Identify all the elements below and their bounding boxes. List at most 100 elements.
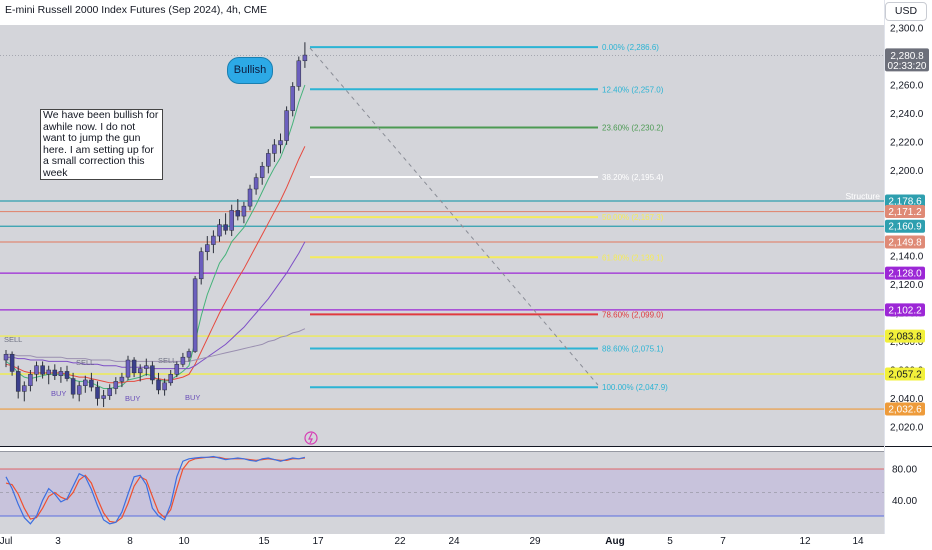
candle[interactable] — [235, 199, 241, 221]
candle-body — [198, 251, 204, 280]
candle[interactable] — [144, 358, 149, 376]
candle[interactable] — [150, 361, 155, 385]
candle-body — [278, 140, 283, 146]
candle-body — [296, 60, 302, 87]
fib-label: 0.00% (2,286.6) — [602, 43, 659, 52]
candle[interactable] — [186, 348, 192, 362]
level-tag-label: 2,102.2 — [888, 305, 922, 316]
candle[interactable] — [137, 364, 143, 382]
candle[interactable] — [211, 230, 216, 254]
candle[interactable] — [101, 389, 106, 408]
candle-body — [137, 368, 143, 374]
level-tag — [885, 205, 925, 219]
oscillator-tick-label: 80.00 — [892, 465, 917, 476]
time-tick-label: 10 — [178, 536, 190, 547]
candle-body — [272, 144, 277, 154]
candle[interactable] — [107, 384, 112, 400]
level-tag — [885, 219, 925, 233]
candle[interactable] — [162, 378, 167, 396]
candle-body — [125, 359, 131, 378]
level-tag-label: 2,178.6 — [888, 196, 922, 207]
time-tick-label: 7 — [720, 536, 726, 547]
candle[interactable] — [28, 370, 33, 392]
candle[interactable] — [253, 173, 259, 195]
candle[interactable] — [290, 82, 295, 117]
fib-trend-line[interactable] — [309, 47, 599, 386]
level-tag — [885, 329, 925, 343]
candle[interactable] — [198, 247, 204, 285]
candle[interactable] — [64, 365, 70, 382]
candle[interactable] — [223, 213, 228, 235]
time-tick-label: Jul — [0, 536, 12, 547]
candle-body — [156, 379, 161, 391]
candle[interactable] — [52, 364, 58, 380]
candle[interactable] — [58, 367, 64, 383]
candle-body — [40, 365, 45, 375]
signal-label-sell: SELL — [76, 358, 94, 367]
candle[interactable] — [241, 201, 247, 224]
price-tick-label: 2,040.0 — [890, 394, 924, 405]
candle[interactable] — [192, 275, 198, 353]
candle[interactable] — [119, 372, 125, 388]
candle[interactable] — [259, 161, 265, 185]
candle[interactable] — [168, 370, 173, 386]
candle[interactable] — [15, 365, 21, 399]
candle-body — [64, 371, 70, 379]
candle[interactable] — [174, 361, 180, 378]
fib-label: 38.20% (2,195.4) — [602, 173, 664, 182]
candle[interactable] — [296, 56, 302, 91]
candle-body — [9, 354, 15, 372]
signal-label-sell: SELL — [4, 335, 22, 344]
signal-label-buy: BUY — [125, 394, 140, 403]
candle[interactable] — [247, 184, 253, 211]
level-tag-label: 2,032.6 — [888, 405, 922, 416]
candle[interactable] — [131, 357, 137, 378]
oscillator-d-line[interactable] — [5, 456, 305, 523]
candle[interactable] — [156, 372, 161, 395]
candle[interactable] — [46, 365, 51, 385]
candle-body — [101, 395, 106, 399]
time-tick-label: 17 — [312, 536, 324, 547]
candle[interactable] — [205, 236, 210, 261]
candle[interactable] — [83, 375, 88, 393]
price-pane[interactable] — [0, 25, 884, 446]
candle[interactable] — [272, 139, 277, 162]
level-tag — [885, 303, 925, 317]
candle[interactable] — [217, 218, 222, 242]
candle[interactable] — [302, 42, 308, 68]
candle[interactable] — [95, 381, 100, 406]
price-tick-label: 2,020.0 — [890, 423, 924, 434]
level-tag-label: 2,128.0 — [888, 269, 922, 280]
candle[interactable] — [278, 133, 283, 154]
candle[interactable] — [40, 361, 45, 379]
currency-button[interactable]: USD — [885, 2, 927, 21]
moving-average-line[interactable] — [6, 328, 306, 362]
lightning-icon[interactable] — [304, 431, 318, 445]
fib-label: 88.60% (2,075.1) — [602, 344, 664, 353]
candle[interactable] — [125, 355, 131, 380]
candle[interactable] — [284, 106, 289, 145]
fib-label: 61.80% (2,139.1) — [602, 253, 664, 262]
candle[interactable] — [70, 372, 76, 399]
oscillator-k-line[interactable] — [5, 455, 306, 525]
candle[interactable] — [9, 351, 15, 376]
candle[interactable] — [34, 361, 39, 382]
candle[interactable] — [76, 381, 82, 402]
candle-body — [119, 376, 125, 382]
candle[interactable] — [266, 149, 271, 174]
candle[interactable] — [3, 350, 9, 368]
time-tick-label: 3 — [55, 536, 61, 547]
candle-body — [58, 371, 64, 376]
price-tick-label: 2,260.0 — [890, 81, 924, 92]
candle[interactable] — [229, 204, 234, 237]
candle[interactable] — [113, 377, 119, 395]
bullish-callout[interactable]: Bullish — [227, 57, 273, 84]
candle[interactable] — [89, 372, 94, 392]
candle-body — [186, 351, 192, 358]
analysis-note[interactable]: We have been bullish for awhile now. I d… — [40, 109, 163, 180]
candle[interactable] — [22, 381, 27, 402]
candle[interactable] — [180, 352, 186, 368]
level-tag — [885, 367, 925, 381]
moving-average-line[interactable] — [6, 241, 306, 370]
